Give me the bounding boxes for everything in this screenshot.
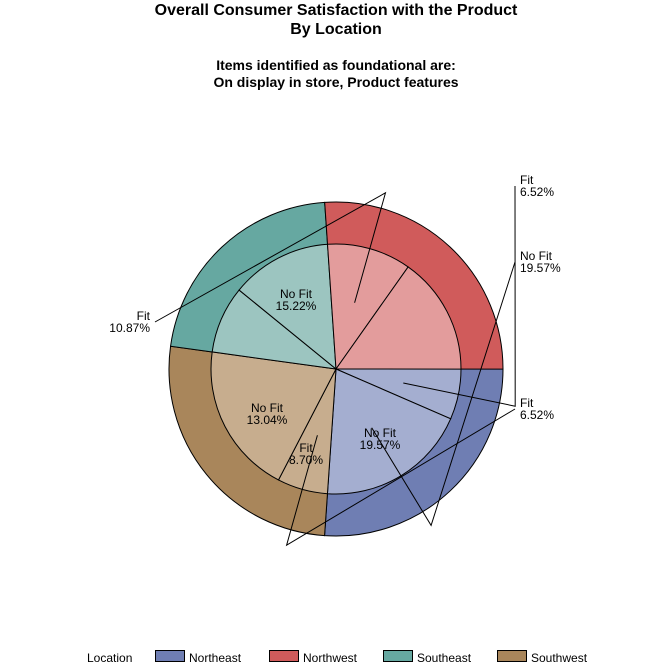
- inner-slice-northwest-no-fit: [335, 266, 462, 370]
- slice-label-northwest-no-fit-value: 15.22%: [276, 299, 317, 313]
- legend-swatch-southwest: [497, 650, 527, 662]
- slice-label-northeast-no-fit-leader: [371, 261, 516, 527]
- slice-label-northwest-fit-leader: [154, 191, 387, 323]
- legend-label-southwest: Southwest: [531, 651, 588, 665]
- slice-label-northeast-fit-value: 6.52%: [520, 185, 554, 199]
- slice-label-southeast-no-fit-group: No Fit: [251, 401, 284, 415]
- inner-slice-southeast-no-fit: [238, 243, 337, 371]
- chart-title-line1: Overall Consumer Satisfaction with the P…: [154, 2, 518, 19]
- slice-label-northwest-no-fit-group: No Fit: [280, 287, 313, 301]
- slice-label-southeast-fit-value: 8.70%: [289, 453, 323, 467]
- slice-label-southwest-fit-value: 6.52%: [520, 408, 554, 422]
- slice-label-southeast-fit-group: Fit: [299, 441, 313, 455]
- slice-label-northwest-fit-value: 10.87%: [109, 321, 150, 335]
- legend-swatch-northeast: [155, 650, 185, 662]
- slice-label-southwest-no-fit-group: No Fit: [364, 426, 397, 440]
- slice-label-southwest-no-fit-value: 19.57%: [360, 438, 401, 452]
- slice-label-southwest-fit-leader: [285, 408, 516, 547]
- chart-title-line2: By Location: [290, 21, 382, 38]
- chart-subtitle-line1: Items identified as foundational are:: [216, 57, 456, 73]
- legend-title: Location: [87, 651, 133, 665]
- chart-subtitle-line2: On display in store, Product features: [213, 74, 459, 90]
- slice-label-northeast-fit-leader: [403, 185, 516, 407]
- slice-label-northeast-fit-group: Fit: [520, 173, 534, 187]
- legend-label-southeast: Southeast: [417, 651, 472, 665]
- legend-label-northeast: Northeast: [189, 651, 242, 665]
- legend: Location Northeast Northwest Southeast S…: [0, 649, 672, 667]
- legend-label-northwest: Northwest: [303, 651, 358, 665]
- slice-label-southeast-no-fit-value: 13.04%: [247, 413, 288, 427]
- legend-swatch-southeast: [383, 650, 413, 662]
- slice-label-northeast-no-fit-value: 19.57%: [520, 261, 561, 275]
- slice-label-northeast-no-fit-group: No Fit: [520, 249, 553, 263]
- inner-slice-southwest-no-fit: [210, 351, 337, 481]
- slice-label-northwest-fit-group: Fit: [137, 309, 151, 323]
- legend-swatch-northwest: [269, 650, 299, 662]
- slice-label-southwest-fit-group: Fit: [520, 396, 534, 410]
